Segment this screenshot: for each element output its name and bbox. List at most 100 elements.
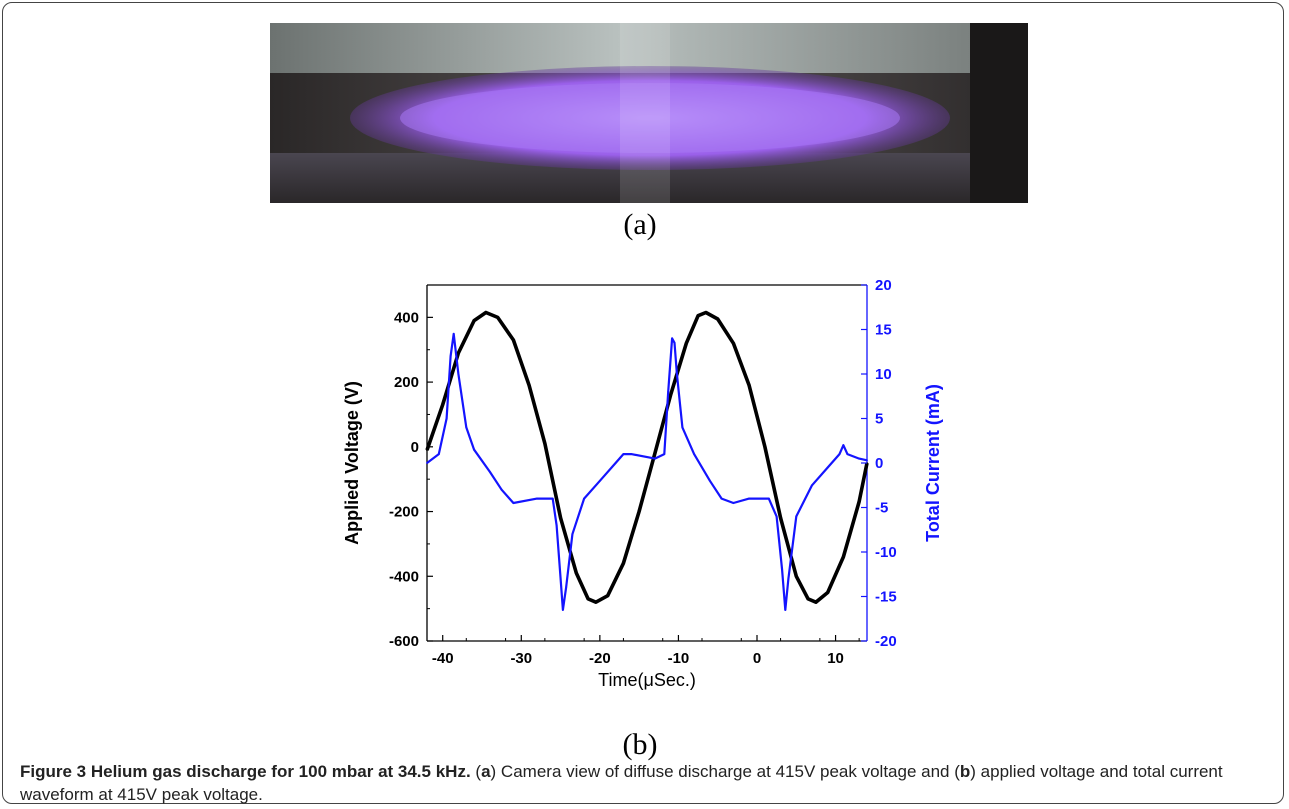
panel-a-label: (a) <box>623 208 657 241</box>
x-axis-title: Time(μSec.) <box>598 670 696 690</box>
caption-text-a: ) Camera view of diffuse discharge at 41… <box>490 762 960 781</box>
current-point <box>536 497 538 500</box>
x-tick-label: -40 <box>432 650 454 667</box>
y-tick-label: -400 <box>389 568 419 585</box>
current-point <box>846 453 849 455</box>
voltage-point <box>732 342 735 345</box>
voltage-point <box>638 510 640 513</box>
voltage-point <box>654 452 656 455</box>
voltage-point <box>496 316 499 319</box>
current-point <box>811 484 813 487</box>
current-point <box>555 524 558 527</box>
chart-ticks: -40 -30 -20 -10 0 10 -600 -400 -200 0 200 400 -20 -15… <box>342 277 943 690</box>
current-point <box>781 568 783 571</box>
voltage-point <box>426 449 428 451</box>
current-point <box>838 453 841 455</box>
current-point <box>795 515 798 518</box>
current-point <box>748 497 750 500</box>
y2-tick-label: -5 <box>875 500 888 517</box>
x-tick-label: -20 <box>589 650 611 667</box>
voltage-point <box>559 517 562 519</box>
current-point <box>654 457 656 460</box>
current-point <box>720 497 723 500</box>
current-point <box>500 488 503 491</box>
x-tick-label: -30 <box>510 650 532 667</box>
y2-axis-title: Total Current (mA) <box>923 384 943 542</box>
voltage-point <box>575 572 578 574</box>
current-point <box>663 453 666 455</box>
chart-series <box>425 310 869 611</box>
current-point <box>512 502 515 504</box>
x-tick-label: -10 <box>668 650 690 667</box>
voltage-point <box>669 394 672 396</box>
y2-tick-label: 15 <box>875 322 892 339</box>
voltage-point <box>807 598 809 600</box>
voltage-point <box>485 311 487 314</box>
discharge-photo <box>270 23 1028 203</box>
current-point <box>676 373 678 375</box>
current-point <box>614 462 617 464</box>
panel-b-label: (b) <box>622 728 658 761</box>
current-point <box>449 355 452 358</box>
current-point <box>858 457 860 460</box>
current-point <box>473 448 475 451</box>
x-tick-label: 10 <box>827 650 844 667</box>
y-axis-title: Applied Voltage (V) <box>342 381 362 545</box>
current-point <box>842 444 845 447</box>
voltage-point <box>795 575 798 578</box>
voltage-point <box>779 517 782 519</box>
figure-caption: Figure 3 Helium gas discharge for 100 mb… <box>20 760 1270 806</box>
current-point <box>452 333 455 335</box>
current-point <box>445 417 448 420</box>
current-point <box>583 497 585 500</box>
y-tick-label: 200 <box>394 374 419 391</box>
caption-ref-b: b <box>959 762 971 781</box>
y2-tick-label: 10 <box>875 366 892 383</box>
current-point <box>565 586 567 589</box>
caption-text-b: ) applied voltage and total current wave… <box>20 762 1223 804</box>
y-tick-label: 400 <box>394 309 419 326</box>
current-point <box>693 453 695 455</box>
y-tick-label: -600 <box>389 633 419 650</box>
current-point <box>681 426 684 429</box>
current-point <box>784 609 787 611</box>
voltage-point <box>764 445 766 448</box>
caption-ref-a: a <box>481 762 491 781</box>
caption-title: Figure 3 Helium gas discharge for 100 mb… <box>20 762 471 781</box>
current-point <box>559 577 562 580</box>
current-series-line <box>426 332 868 611</box>
y-tick-label: -200 <box>389 504 419 521</box>
y2-tick-label: 0 <box>875 455 883 472</box>
y2-tick-label: -10 <box>875 544 897 561</box>
current-point <box>426 462 428 464</box>
current-point <box>571 533 574 536</box>
current-point <box>673 341 676 344</box>
voltage-point <box>858 500 860 503</box>
current-point <box>787 577 790 580</box>
voltage-point <box>595 601 597 604</box>
voltage-point <box>697 314 699 317</box>
current-point <box>599 479 601 482</box>
voltage-point <box>685 342 688 345</box>
y2-tick-label: -15 <box>875 589 897 606</box>
current-point <box>775 515 778 518</box>
voltage-point <box>826 591 829 594</box>
voltage-point <box>705 311 707 314</box>
current-point <box>826 466 829 469</box>
current-point <box>622 453 625 455</box>
caption-paren-open: ( <box>475 762 482 781</box>
current-point <box>562 609 564 611</box>
current-point <box>551 497 554 500</box>
y2-tick-label: -20 <box>875 633 897 650</box>
voltage-point <box>842 556 845 558</box>
voltage-point <box>716 318 719 320</box>
voltage-point <box>622 562 625 565</box>
current-point <box>866 459 868 462</box>
y2-tick-label: 5 <box>875 411 883 428</box>
voltage-point <box>473 319 475 322</box>
x-tick-label: 0 <box>753 650 761 667</box>
current-point <box>489 471 491 473</box>
y-tick-label: 0 <box>411 439 419 456</box>
current-point <box>732 502 735 504</box>
current-point <box>465 426 468 429</box>
